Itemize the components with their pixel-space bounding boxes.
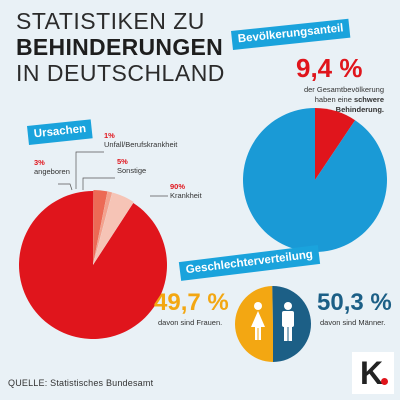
leader-congenital bbox=[58, 183, 73, 191]
leader-other bbox=[82, 177, 115, 190]
population-pie-chart bbox=[243, 108, 387, 253]
label-congenital-pct: 3% bbox=[34, 158, 45, 167]
man-icon bbox=[282, 302, 294, 341]
title-line-2: BEHINDERUNGEN bbox=[16, 34, 224, 60]
title-line-3: IN DEUTSCHLAND bbox=[16, 60, 225, 86]
population-text-bold: schwere bbox=[353, 95, 384, 104]
population-text-line2: haben eine bbox=[314, 95, 354, 104]
population-pie bbox=[243, 108, 387, 253]
pie-slice-rest bbox=[243, 108, 387, 253]
title-line-1: STATISTIKEN ZU bbox=[16, 8, 205, 34]
pie-slice-unfall-berufskrankheit bbox=[93, 191, 113, 265]
label-accident: 1% Unfall/Berufskrankheit bbox=[104, 131, 177, 150]
men-text: davon sind Männer. bbox=[320, 318, 386, 327]
population-value: 9,4 % bbox=[296, 53, 363, 83]
woman-icon bbox=[251, 302, 265, 340]
source-note: QUELLE: Statistisches Bundesamt bbox=[8, 378, 154, 388]
label-congenital-name: angeboren bbox=[34, 167, 70, 176]
pie-slice-krankheit bbox=[19, 191, 168, 340]
causes-pie-chart bbox=[19, 151, 168, 340]
men-value: 50,3 % bbox=[317, 289, 392, 316]
brand-logo-dot bbox=[381, 378, 388, 385]
label-other: 5% Sonstige bbox=[117, 157, 146, 176]
causes-leader-lines bbox=[58, 151, 168, 197]
label-illness: 90% Krankheit bbox=[170, 182, 202, 201]
population-banner: Bevölkerungsanteil bbox=[231, 18, 351, 50]
population-text: der Gesamtbevölkerung haben eine schwere… bbox=[262, 85, 384, 115]
gender-pie-chart bbox=[234, 286, 311, 362]
women-value: 49,7 % bbox=[154, 289, 229, 316]
causes-pie bbox=[19, 190, 168, 340]
label-accident-name: Unfall/Berufskrankheit bbox=[104, 140, 178, 149]
population-text-line1: der Gesamtbevölkerung bbox=[303, 85, 384, 94]
pie-slice-schwere-behinderung bbox=[315, 108, 356, 180]
label-congenital: 3% angeboren bbox=[34, 158, 70, 177]
label-illness-name: Krankheit bbox=[170, 191, 202, 200]
label-illness-pct: 90% bbox=[170, 182, 186, 191]
pie-slice-angeboren bbox=[93, 190, 108, 265]
label-other-name: Sonstige bbox=[117, 166, 147, 175]
pie-slice-sonstige bbox=[93, 192, 134, 265]
women-text: davon sind Frauen. bbox=[158, 318, 223, 327]
population-text-line3: Behinderung. bbox=[335, 105, 384, 114]
label-other-pct: 5% bbox=[117, 157, 128, 166]
leader-accident bbox=[75, 151, 104, 189]
brand-logo: K bbox=[352, 352, 394, 394]
brand-logo-letter: K bbox=[360, 355, 384, 391]
label-accident-pct: 1% bbox=[104, 131, 115, 140]
gender-pie bbox=[234, 286, 311, 362]
